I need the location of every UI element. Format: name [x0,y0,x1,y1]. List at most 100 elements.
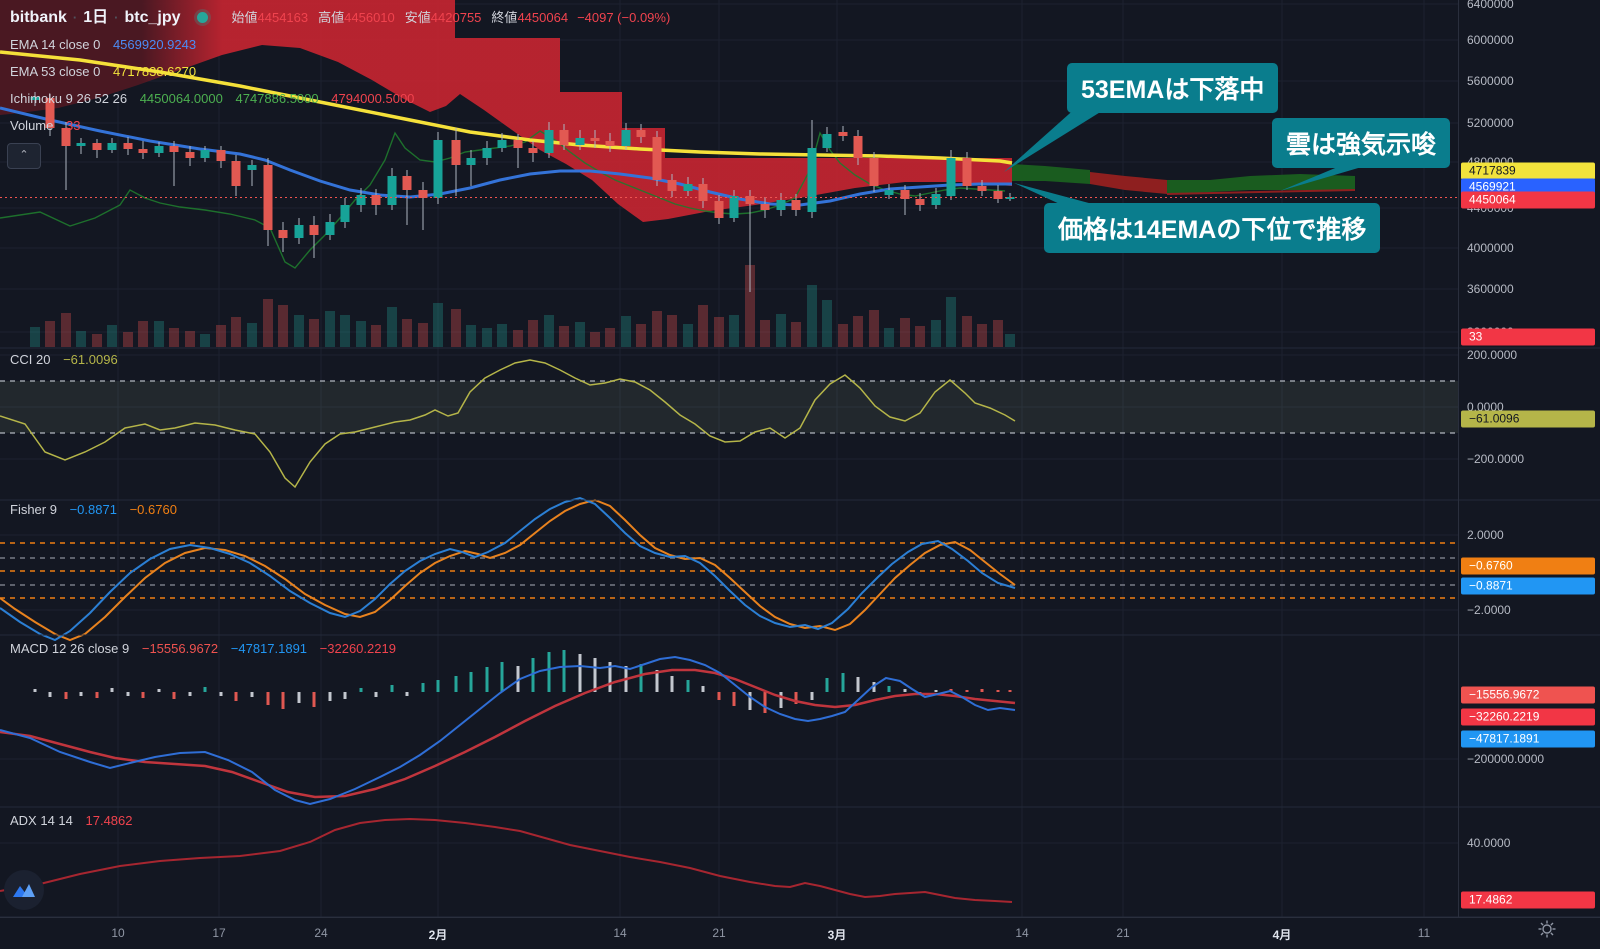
time-axis-label: 2月 [428,928,448,942]
macd-legend[interactable]: MACD 12 26 close 9 −15556.9672 −47817.18… [10,635,396,662]
candle-body [154,146,164,153]
adx-legend[interactable]: ADX 14 14 17.4862 [10,807,133,834]
candle-body [451,140,461,165]
ema53-value: 4717838.6270 [112,64,197,79]
change-value: −4097 (−0.09%) [577,10,671,25]
candle-body [869,158,879,186]
volume-bar [340,315,350,347]
axis-tick-label: 5600000 [1467,74,1514,88]
axis-value-chip: 33 [1461,328,1595,346]
volume-bar [216,325,226,347]
ichimoku-cloud-future [1012,164,1090,184]
volume-bar [575,322,585,347]
collapse-legend-button[interactable]: ⌃ [7,143,41,169]
candle-body [698,184,708,201]
axis-value-chip: 17.4862 [1461,891,1595,909]
candle-body [294,225,304,238]
axis-value-chip: 4450064 [1461,191,1595,209]
volume-bar [605,328,615,347]
ema53-legend[interactable]: EMA 53 close 0 4717838.6270 [10,58,670,85]
candle-body [433,140,443,198]
candle-body [76,143,86,146]
volume-bar [544,315,554,347]
fisher-legend[interactable]: Fisher 9 −0.8871 −0.6760 [10,496,177,523]
symbol-name[interactable]: btc_jpy [124,9,181,26]
main-pane-legend: bitbank · 1日 · btc_jpy 始値4454163 高値4456010 安値44… [10,4,670,139]
volume-bar [231,317,241,347]
volume-bar [714,317,724,347]
volume-bar [776,314,786,347]
price-axis[interactable]: 6400000600000056000005200000480000044000… [1458,0,1600,917]
volume-bar [636,324,646,347]
ichimoku-value-3: 4794000.5000 [331,91,415,106]
volume-bar [853,316,863,347]
macd-line [0,655,1016,806]
ichimoku-cloud-future [1167,174,1355,194]
candle-body [931,194,941,205]
candle-body [371,195,381,205]
time-axis-label: 11 [1417,926,1431,940]
axis-value-chip: −61.0096 [1461,410,1595,428]
volume-bar [138,321,148,347]
volume-legend[interactable]: Volume 33 [10,112,670,139]
market-status-icon [196,12,208,23]
high-label: 高値 [318,10,345,25]
time-axis[interactable]: 10 17 24 2月 14 21 3月 14 21 4月 11 [0,917,1600,949]
exchange-name[interactable]: bitbank [10,9,67,26]
candle-body [636,130,646,137]
cci-value: −61.0096 [63,352,118,367]
candle-body [138,149,148,153]
candle-body [962,158,972,186]
cci-legend[interactable]: CCI 20 −61.0096 [10,346,118,373]
axis-tick-label: 200.0000 [1467,348,1518,362]
candle-body [466,158,476,165]
symbol-header[interactable]: bitbank · 1日 · btc_jpy 始値4454163 高値4456010 安値44… [10,4,670,31]
timezone-settings-button[interactable] [1538,920,1556,938]
volume-bar [30,327,40,347]
volume-bar [698,305,708,347]
volume-bar [76,331,86,347]
ichimoku-legend[interactable]: Ichimoku 9 26 52 26 4450064.0000 4747886… [10,85,670,112]
axis-tick-label: −2.0000 [1467,603,1511,617]
volume-bar [418,323,428,347]
candle-body [559,130,569,145]
fisher-value-1: −0.8871 [69,502,117,517]
time-axis-label: 17 [212,926,226,940]
ichimoku-value-2: 4747886.5000 [235,91,319,106]
volume-bar [402,319,412,347]
candle-body [216,150,226,161]
close-label: 終値 [491,10,518,25]
interval-label[interactable]: 1日 [83,9,109,26]
candle-body [745,196,755,204]
volume-bar [325,311,335,347]
candle-body [853,136,863,158]
candle-body [776,200,786,210]
fisher-trigger-line [0,498,1016,642]
volume-bar [931,320,941,347]
tradingview-logo[interactable] [4,870,44,910]
volume-bar [513,330,523,347]
candle-body [30,97,40,100]
volume-bar [807,285,817,347]
volume-bar [745,265,755,347]
open-label: 始値 [231,10,258,25]
volume-bar [1005,334,1015,347]
candle-body [263,165,273,230]
volume-bar [838,324,848,347]
candle-body [652,137,662,180]
volume-bar [371,325,381,347]
ema53-label: EMA 53 close 0 [10,64,101,79]
volume-bar [185,331,195,347]
candle-body [977,186,987,191]
candle-body [169,146,179,152]
axis-value-chip: −47817.1891 [1461,730,1595,748]
volume-bar [356,321,366,347]
candle-body [667,180,677,191]
ema14-legend[interactable]: EMA 14 close 0 4569920.9243 [10,31,670,58]
candle-body [946,158,956,196]
ichimoku-cloud-future [1090,172,1167,194]
ema14-label: EMA 14 close 0 [10,37,101,52]
annotation-tail [1280,161,1382,191]
volume-bar [107,325,117,347]
volume-bar [869,310,879,347]
